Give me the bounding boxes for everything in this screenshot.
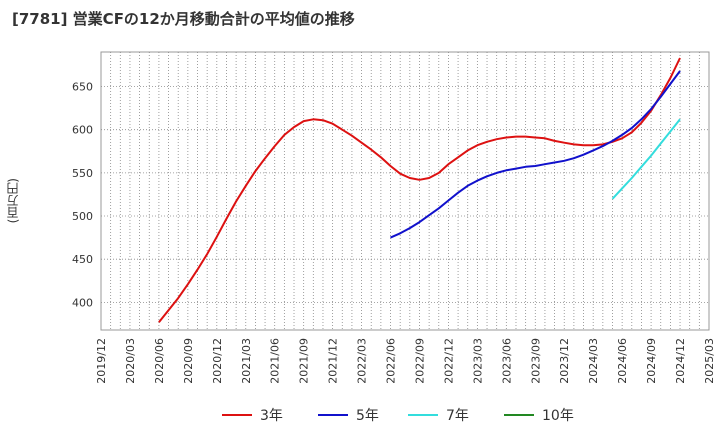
x-tick-label: 2023/03: [471, 338, 484, 384]
legend-label: 5年: [356, 408, 379, 424]
series-line-1: [158, 57, 681, 323]
x-tick-label: 2022/03: [356, 338, 369, 384]
legend-label: 7年: [446, 408, 469, 424]
x-tick-label: 2022/09: [413, 338, 426, 384]
y-tick-label: 500: [72, 210, 93, 223]
x-tick-label: 2023/09: [529, 338, 542, 384]
legend-item: 5年: [318, 404, 379, 426]
x-tick-label: 2022/06: [385, 338, 398, 384]
y-tick-label: 600: [72, 124, 93, 137]
series-layer: [158, 57, 681, 323]
x-tick-label: 2024/03: [587, 338, 600, 384]
series-line-3: [611, 118, 681, 200]
x-tick-label: 2024/06: [616, 338, 629, 384]
y-tick-label: 400: [72, 296, 93, 309]
x-tick-label: 2020/03: [124, 338, 137, 384]
legend-swatch: [408, 414, 438, 416]
x-tick-label: 2021/12: [327, 338, 340, 384]
chart-title: [7781] 営業CFの12か月移動合計の平均値の推移: [12, 10, 355, 28]
x-tick-label: 2023/12: [558, 338, 571, 384]
x-tick-label: 2024/09: [645, 338, 658, 384]
legend: 3年 5年 7年 10年: [0, 404, 720, 426]
x-tick-label: 2021/09: [298, 338, 311, 384]
x-tick-label: 2025/03: [703, 338, 716, 384]
x-tick-label: 2022/12: [442, 338, 455, 384]
x-tick-label: 2019/12: [95, 338, 108, 384]
x-tick-label: 2024/12: [674, 338, 687, 384]
grid: [101, 52, 709, 330]
legend-item: 3年: [222, 404, 283, 426]
x-tick-label: 2020/09: [182, 338, 195, 384]
series-line-2: [390, 70, 681, 239]
x-tick-label: 2020/12: [211, 338, 224, 384]
legend-label: 3年: [260, 408, 283, 424]
legend-item: 10年: [504, 404, 574, 426]
y-tick-label: 450: [72, 253, 93, 266]
y-axis: 400 450 500 550 600 650: [72, 81, 93, 310]
legend-swatch: [504, 414, 534, 416]
y-tick-label: 650: [72, 81, 93, 94]
legend-swatch: [318, 414, 348, 416]
plot-area: [100, 51, 710, 331]
x-tick-label: 2023/06: [500, 338, 513, 384]
y-tick-label: 550: [72, 167, 93, 180]
x-tick-label: 2020/06: [153, 338, 166, 384]
legend-swatch: [222, 414, 252, 416]
legend-item: 7年: [408, 404, 469, 426]
x-tick-label: 2021/06: [269, 338, 282, 384]
x-tick-label: 2021/03: [240, 338, 253, 384]
legend-label: 10年: [542, 408, 574, 424]
x-axis: 2019/12 2020/03 2020/06 2020/09 2020/12 2021/…: [95, 338, 716, 384]
chart-canvas: 400 450 500 550 600 650 2019/12 2020/03 2020/06…: [72, 51, 716, 384]
